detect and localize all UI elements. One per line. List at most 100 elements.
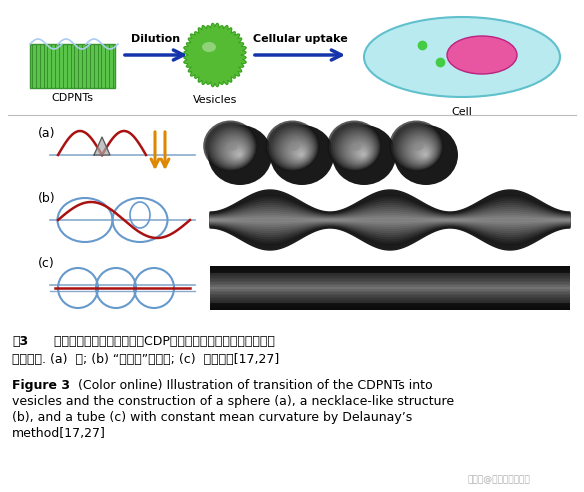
Ellipse shape [276,131,314,167]
Ellipse shape [420,150,429,157]
Text: 图3: 图3 [12,335,28,348]
Ellipse shape [327,121,381,172]
Ellipse shape [411,141,433,161]
Ellipse shape [333,125,379,169]
Ellipse shape [417,147,430,159]
Text: Figure 3: Figure 3 [12,379,70,392]
Bar [210,287,570,289]
Ellipse shape [208,125,272,185]
Ellipse shape [394,125,458,185]
Ellipse shape [231,147,244,159]
Bar [210,298,570,300]
Ellipse shape [413,143,432,161]
Ellipse shape [207,124,256,170]
Bar [210,277,570,279]
Ellipse shape [397,127,440,168]
Ellipse shape [408,138,435,163]
Ellipse shape [406,136,436,164]
Bar [210,286,570,288]
Text: vesicles and the construction of a sphere (a), a necklace-like structure: vesicles and the construction of a spher… [12,395,454,408]
Bar [210,295,570,297]
Text: Cell: Cell [451,107,472,117]
Bar [210,293,570,295]
Ellipse shape [235,150,242,157]
Bar [210,272,570,274]
Ellipse shape [295,148,305,158]
Polygon shape [210,205,570,235]
Ellipse shape [338,131,376,167]
Ellipse shape [332,125,396,185]
Ellipse shape [280,134,312,165]
Text: Cellular uptake: Cellular uptake [253,34,347,44]
Bar [30,44,115,88]
Ellipse shape [227,142,238,151]
Ellipse shape [353,145,369,160]
Text: (Color online) Illustration of transition of the CDPNTs into: (Color online) Illustration of transitio… [66,379,433,392]
Text: Vesicles: Vesicles [193,95,237,105]
Bar [210,281,570,283]
Ellipse shape [447,36,517,74]
Bar [210,304,570,306]
Polygon shape [210,199,570,241]
Text: CDPNTs: CDPNTs [51,93,93,103]
Ellipse shape [291,145,307,160]
Ellipse shape [357,148,367,158]
Ellipse shape [227,143,246,161]
Ellipse shape [346,138,373,163]
Ellipse shape [269,124,318,170]
Ellipse shape [362,154,365,156]
Polygon shape [210,201,570,239]
Ellipse shape [270,125,334,185]
Ellipse shape [409,139,434,162]
Ellipse shape [398,129,439,167]
Bar [210,284,570,286]
Polygon shape [210,197,570,244]
Ellipse shape [284,138,311,163]
Ellipse shape [412,142,423,151]
Text: (b): (b) [38,192,55,205]
Ellipse shape [329,122,381,171]
Polygon shape [210,218,570,222]
Ellipse shape [335,127,378,168]
Bar [210,296,570,298]
Text: 理论模拟. (a)  球; (b) “珍珠链”状结构; (c)  管状结构[17,27]: 理论模拟. (a) 球; (b) “珍珠链”状结构; (c) 管状结构[17,2… [12,353,279,366]
Ellipse shape [350,142,361,151]
Text: （网络版彩色）阳离子二肽CDP的纳米管和囊泡结构的转变及其: （网络版彩色）阳离子二肽CDP的纳米管和囊泡结构的转变及其 [38,335,275,348]
Text: Dilution: Dilution [131,34,180,44]
Polygon shape [210,212,570,228]
Ellipse shape [208,125,255,169]
Bar [210,283,570,285]
Ellipse shape [355,147,369,159]
Ellipse shape [278,132,314,166]
Ellipse shape [238,154,241,156]
Polygon shape [94,137,110,155]
Ellipse shape [336,129,377,167]
Ellipse shape [300,154,303,156]
Ellipse shape [422,152,427,156]
Ellipse shape [224,139,248,162]
Ellipse shape [213,129,253,167]
Ellipse shape [342,134,374,165]
Ellipse shape [340,132,376,166]
Bar [210,302,570,304]
Ellipse shape [351,143,370,161]
Ellipse shape [297,150,305,157]
Bar [210,289,570,291]
Bar [210,270,570,272]
Ellipse shape [391,122,443,171]
Ellipse shape [211,127,254,168]
Polygon shape [210,203,570,237]
Polygon shape [210,190,570,250]
Ellipse shape [281,136,312,164]
Ellipse shape [214,131,252,167]
Ellipse shape [331,124,380,170]
Ellipse shape [237,152,242,156]
Ellipse shape [218,134,251,165]
Ellipse shape [293,147,307,159]
Bar [210,301,570,303]
Ellipse shape [225,141,247,161]
Ellipse shape [349,141,371,161]
Ellipse shape [273,127,316,168]
Text: (b), and a tube (c) with constant mean curvature by Delaunay’s: (b), and a tube (c) with constant mean c… [12,411,412,424]
Ellipse shape [271,125,317,169]
